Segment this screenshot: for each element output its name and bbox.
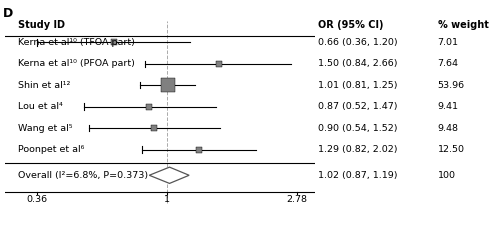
Text: 1: 1 bbox=[164, 195, 170, 204]
Text: 0.90 (0.54, 1.52): 0.90 (0.54, 1.52) bbox=[318, 124, 397, 133]
Polygon shape bbox=[150, 167, 189, 183]
Text: 9.48: 9.48 bbox=[438, 124, 458, 133]
Text: 1.02 (0.87, 1.19): 1.02 (0.87, 1.19) bbox=[318, 171, 397, 180]
Text: 0.36: 0.36 bbox=[26, 195, 48, 204]
Text: Shin et al¹²: Shin et al¹² bbox=[18, 81, 70, 90]
Text: Kerna et al¹⁰ (TFOA part): Kerna et al¹⁰ (TFOA part) bbox=[18, 38, 134, 47]
Text: Wang et al⁵: Wang et al⁵ bbox=[18, 124, 72, 133]
Text: 1.01 (0.81, 1.25): 1.01 (0.81, 1.25) bbox=[318, 81, 397, 90]
Text: 53.96: 53.96 bbox=[438, 81, 464, 90]
Text: 7.64: 7.64 bbox=[438, 59, 458, 68]
Text: Overall (I²=6.8%, P=0.373): Overall (I²=6.8%, P=0.373) bbox=[18, 171, 148, 180]
Text: 0.87 (0.52, 1.47): 0.87 (0.52, 1.47) bbox=[318, 102, 397, 111]
Text: 12.50: 12.50 bbox=[438, 145, 464, 154]
Text: 100: 100 bbox=[438, 171, 456, 180]
Text: D: D bbox=[2, 7, 13, 20]
Text: 7.01: 7.01 bbox=[438, 38, 458, 47]
Text: 1.29 (0.82, 2.02): 1.29 (0.82, 2.02) bbox=[318, 145, 397, 154]
Text: Lou et al⁴: Lou et al⁴ bbox=[18, 102, 62, 111]
Text: 1.50 (0.84, 2.66): 1.50 (0.84, 2.66) bbox=[318, 59, 397, 68]
Text: Poonpet et al⁶: Poonpet et al⁶ bbox=[18, 145, 84, 154]
Text: % weight: % weight bbox=[438, 20, 488, 30]
Text: 0.66 (0.36, 1.20): 0.66 (0.36, 1.20) bbox=[318, 38, 397, 47]
Text: 9.41: 9.41 bbox=[438, 102, 458, 111]
Text: Kerna et al¹⁰ (PFOA part): Kerna et al¹⁰ (PFOA part) bbox=[18, 59, 134, 68]
Text: 2.78: 2.78 bbox=[286, 195, 308, 204]
Text: Study ID: Study ID bbox=[18, 20, 64, 30]
Text: OR (95% CI): OR (95% CI) bbox=[318, 20, 383, 30]
